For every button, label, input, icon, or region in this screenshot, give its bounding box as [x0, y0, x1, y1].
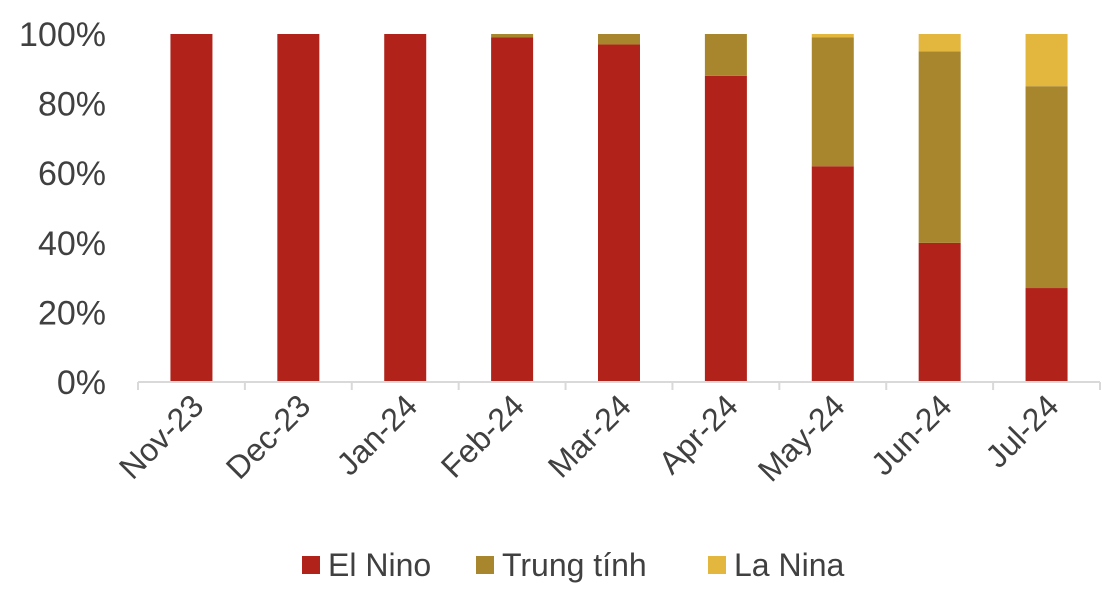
legend-label: La Nina [734, 547, 845, 583]
legend-swatch-la-nina [708, 556, 726, 574]
x-tick-label: Mar-24 [541, 387, 638, 484]
x-axis-tick-labels: Nov-23 Dec-23 Jan-24 Feb-24 Mar-24 Apr-24 May-… [112, 382, 1101, 488]
y-axis-tick-labels: 0% 20% 40% 60% 80% 100% [19, 16, 106, 402]
x-tick-label: Feb-24 [434, 387, 531, 484]
y-tick-label: 80% [38, 86, 106, 124]
bar-segment-el-nino-mar-24 [598, 44, 640, 382]
bar-segment-trung-tính-jun-24 [918, 51, 961, 243]
bar-segment-trung-tính-jul-24 [1025, 86, 1068, 289]
bar-segment-el-nino-nov-23 [170, 34, 213, 382]
x-tick-label: Jan-24 [330, 387, 425, 482]
x-tick-label: May-24 [751, 387, 852, 488]
bar-segment-el-nino-jul-24 [1025, 288, 1068, 382]
x-tick-label: Apr-24 [651, 387, 744, 480]
x-tick-label: Jun-24 [864, 387, 959, 482]
legend-swatch-trung-tính [476, 556, 494, 574]
bar-segment-el-nino-dec-23 [277, 34, 320, 382]
y-tick-label: 60% [38, 155, 106, 193]
bar-segment-el-nino-apr-24 [704, 75, 747, 382]
bar-segment-trung-tính-may-24 [811, 37, 854, 167]
bar-segment-la-nina-jun-24 [918, 34, 961, 52]
bar-segment-el-nino-jan-24 [384, 34, 427, 382]
legend-label: El Nino [328, 547, 431, 583]
bar-segment-la-nina-jul-24 [1025, 34, 1068, 87]
bar-segment-el-nino-feb-24 [491, 37, 534, 382]
bar-segments [170, 34, 1068, 382]
x-tick-label: Jul-24 [978, 387, 1065, 474]
bar-segment-el-nino-jun-24 [918, 242, 961, 382]
bar-segment-trung-tính-apr-24 [704, 34, 747, 76]
bar-segment-trung-tính-mar-24 [598, 34, 640, 45]
x-tick-label: Dec-23 [219, 387, 317, 485]
legend: El Nino Trung tính La Nina [302, 547, 845, 583]
x-tick-label: Nov-23 [112, 387, 210, 485]
y-tick-label: 40% [38, 225, 106, 263]
bar-segment-el-nino-may-24 [811, 166, 854, 382]
bar-segment-la-nina-may-24 [811, 34, 854, 38]
y-tick-label: 20% [38, 294, 106, 332]
legend-swatch-el-nino [302, 556, 320, 574]
legend-label: Trung tính [502, 547, 647, 583]
y-tick-label: 100% [19, 16, 106, 54]
y-tick-label: 0% [57, 364, 106, 402]
bar-segment-trung-tính-feb-24 [491, 34, 534, 38]
